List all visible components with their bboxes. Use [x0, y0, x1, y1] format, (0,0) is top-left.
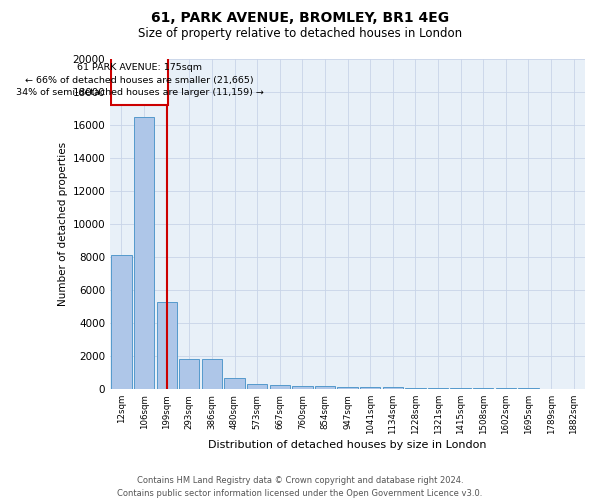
Bar — [111, 56, 168, 105]
Bar — [405, 388, 425, 389]
Bar — [134, 117, 154, 389]
Bar — [360, 387, 380, 389]
Bar — [428, 388, 448, 389]
Bar — [157, 302, 177, 389]
Bar — [563, 388, 584, 389]
Bar — [541, 388, 561, 389]
Bar — [247, 384, 268, 389]
Text: Size of property relative to detached houses in London: Size of property relative to detached ho… — [138, 28, 462, 40]
Bar — [383, 388, 403, 389]
Y-axis label: Number of detached properties: Number of detached properties — [58, 142, 68, 306]
Bar — [473, 388, 493, 389]
Bar — [202, 358, 222, 389]
Text: Contains HM Land Registry data © Crown copyright and database right 2024.
Contai: Contains HM Land Registry data © Crown c… — [118, 476, 482, 498]
Text: 61 PARK AVENUE: 175sqm
← 66% of detached houses are smaller (21,665)
34% of semi: 61 PARK AVENUE: 175sqm ← 66% of detached… — [16, 64, 263, 98]
Bar — [224, 378, 245, 389]
Bar — [292, 386, 313, 389]
Bar — [269, 386, 290, 389]
Text: 61, PARK AVENUE, BROMLEY, BR1 4EG: 61, PARK AVENUE, BROMLEY, BR1 4EG — [151, 11, 449, 25]
Bar — [518, 388, 539, 389]
Bar — [111, 256, 131, 389]
Bar — [451, 388, 471, 389]
Bar — [315, 386, 335, 389]
Bar — [496, 388, 516, 389]
Bar — [179, 358, 199, 389]
Bar — [337, 386, 358, 389]
X-axis label: Distribution of detached houses by size in London: Distribution of detached houses by size … — [208, 440, 487, 450]
